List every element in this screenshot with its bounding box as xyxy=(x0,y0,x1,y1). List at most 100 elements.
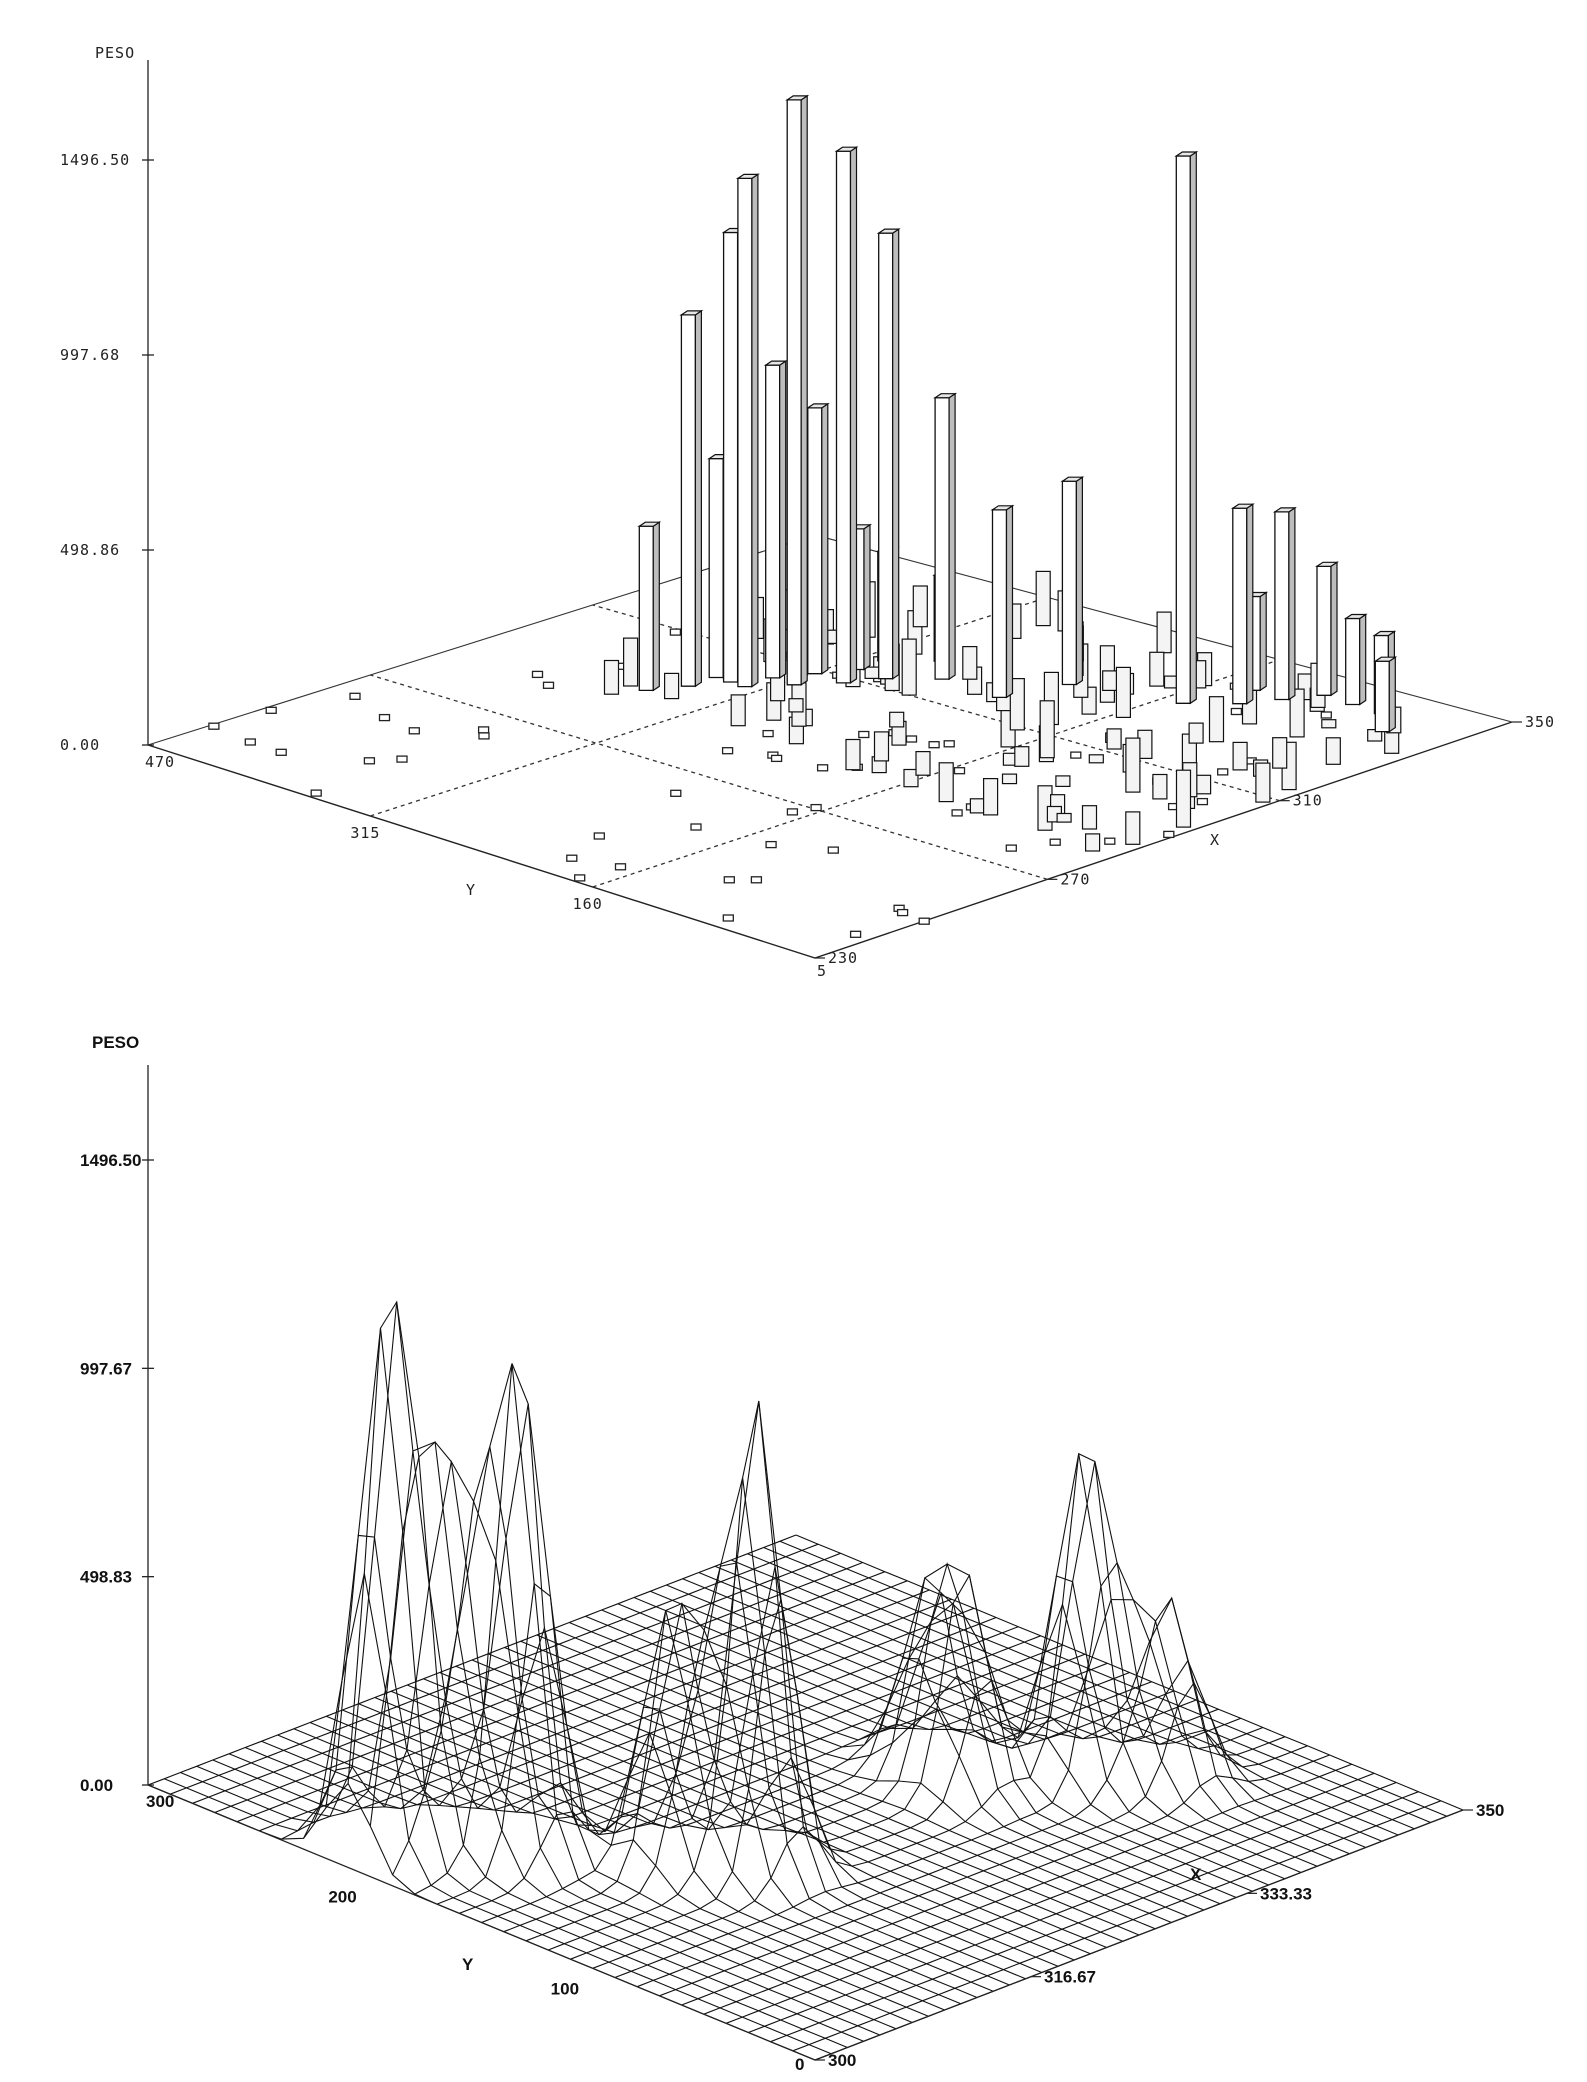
low-bar xyxy=(1175,769,1192,828)
bar-side xyxy=(1330,561,1338,697)
x-tick-label: 316.67 xyxy=(1044,1968,1096,1987)
floor-block xyxy=(244,738,256,746)
floor-block xyxy=(943,740,955,748)
x-tick-label: 310 xyxy=(1293,792,1323,810)
mesh-line-x xyxy=(342,1477,1010,1986)
bar-front xyxy=(680,314,697,687)
bar-side xyxy=(1189,150,1197,705)
mesh-line-x xyxy=(471,1659,1140,1936)
mesh-line-x xyxy=(309,1610,978,1999)
bar xyxy=(834,146,859,685)
y-tick-label: 160 xyxy=(573,895,603,913)
y-tick-label: 315 xyxy=(350,824,380,842)
floor-block xyxy=(378,713,391,722)
bar-front xyxy=(1274,511,1290,701)
mesh-line-y xyxy=(636,1596,1286,1988)
mesh-line-y xyxy=(548,1400,1197,1951)
low-bar xyxy=(1035,570,1051,627)
bar-front xyxy=(934,397,950,680)
low-bar xyxy=(845,738,861,771)
mesh-line-x xyxy=(666,1584,1334,1861)
low-bar xyxy=(1232,741,1248,771)
mesh-line-x xyxy=(698,1571,1367,1849)
grid-line-x-1 xyxy=(592,604,1280,802)
bar xyxy=(1060,476,1085,686)
floor-block xyxy=(722,914,734,922)
mesh-line-x xyxy=(196,1301,864,2042)
mesh-line-x xyxy=(617,1602,1286,1880)
z-tick-label: 1496.50 xyxy=(60,151,130,169)
mesh-line-x xyxy=(763,1546,1431,1824)
floor-block xyxy=(1163,830,1175,839)
bar xyxy=(763,359,788,680)
low-bar xyxy=(912,585,928,628)
mesh-line-x xyxy=(536,1634,1205,1911)
bar-side xyxy=(821,402,829,675)
mesh-line-x xyxy=(228,1459,897,2030)
bar-side xyxy=(751,173,759,688)
low-bar xyxy=(903,768,919,788)
mesh-line-x xyxy=(244,1363,913,2024)
bar-front xyxy=(708,457,724,679)
bar-top xyxy=(1230,503,1255,509)
floor-block xyxy=(1049,838,1061,846)
x-tick-label: 350 xyxy=(1476,1801,1504,1820)
bar-side xyxy=(948,392,956,681)
low-bar xyxy=(962,645,978,680)
bar-side xyxy=(892,227,900,680)
low-bar xyxy=(1009,677,1025,731)
low-bar xyxy=(663,672,680,700)
y-tick-label: 300 xyxy=(146,1792,174,1811)
z-tick-label: 997.67 xyxy=(80,1359,132,1378)
low-bar xyxy=(1106,728,1122,750)
mesh-line-x xyxy=(423,1678,1091,1955)
mesh-line-x xyxy=(455,1665,1124,1942)
floor-block xyxy=(477,726,490,734)
low-bar xyxy=(901,638,917,696)
floor-block xyxy=(275,748,287,756)
mesh-line-x xyxy=(406,1684,1075,1961)
bar-front xyxy=(786,99,802,686)
floor-block xyxy=(723,876,735,884)
z-axis-title: PESO xyxy=(92,1033,139,1052)
low-bar xyxy=(1125,811,1141,845)
floor-block xyxy=(721,747,734,755)
low-bar xyxy=(1039,700,1055,759)
mesh-line-x xyxy=(325,1602,994,1992)
surface-chart-3d: 0.00 498.83 997.67 1496.50 PESO 0 100 200 300 Y 30… xyxy=(80,1033,1504,2074)
floor-block xyxy=(786,808,799,816)
floor-block xyxy=(574,874,586,882)
x-tick-label: 300 xyxy=(828,2051,856,2070)
bar xyxy=(785,94,810,686)
bar-top xyxy=(763,360,788,366)
y-tick-label: 200 xyxy=(328,1888,356,1907)
floor-block xyxy=(531,670,544,679)
floor-block xyxy=(849,930,862,938)
floor-block xyxy=(408,727,420,735)
bar xyxy=(735,173,760,688)
bar xyxy=(679,309,704,688)
mesh-line-x xyxy=(585,1591,1253,1892)
bar-top xyxy=(834,146,859,152)
bar-top xyxy=(876,228,901,234)
low-bar xyxy=(873,731,890,762)
x-tick-label: 333.33 xyxy=(1260,1884,1312,1903)
bar-side xyxy=(694,309,703,688)
low-bar xyxy=(1272,737,1288,769)
low-bar xyxy=(969,798,986,814)
low-bar xyxy=(1325,737,1341,765)
z-tick-label: 1496.50 xyxy=(80,1151,141,1170)
bar-front xyxy=(1316,565,1332,696)
bar-top xyxy=(1372,630,1397,637)
bar xyxy=(1315,561,1339,697)
floor-block xyxy=(349,692,361,700)
bar-top xyxy=(679,310,704,316)
mesh-line-x xyxy=(520,1640,1188,1917)
bar-top xyxy=(1315,561,1339,567)
mesh-line-x xyxy=(682,1578,1350,1855)
bar-front xyxy=(878,232,894,680)
bar-top xyxy=(1174,151,1199,157)
x-axis-title: X xyxy=(1190,1865,1202,1884)
mesh-line-x xyxy=(277,1625,945,2011)
mesh-line-x xyxy=(439,1671,1107,1949)
